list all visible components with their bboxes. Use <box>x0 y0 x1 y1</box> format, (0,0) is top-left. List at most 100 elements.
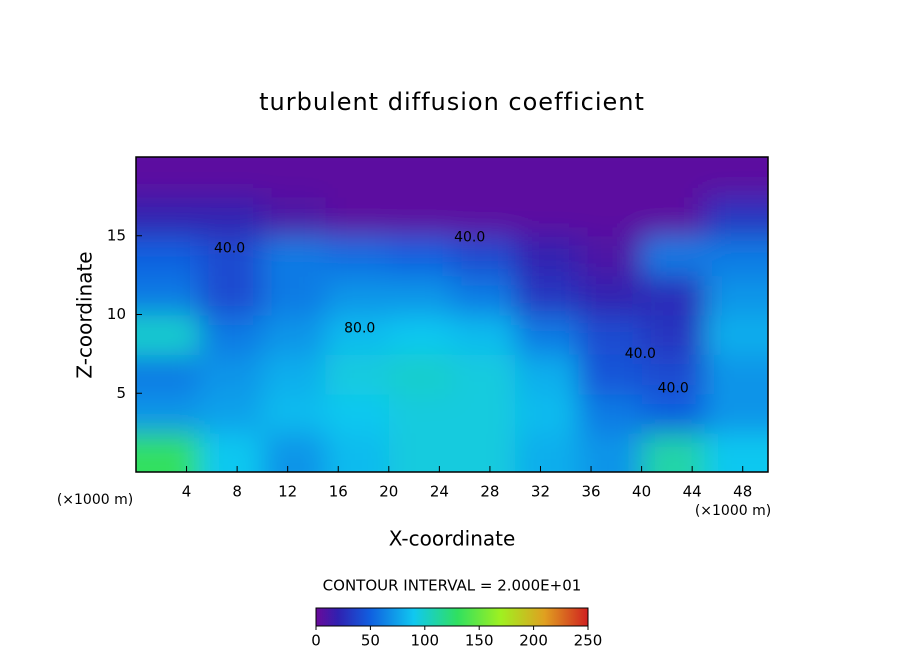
field-cell <box>325 353 390 395</box>
x-tick-label: 40 <box>632 483 651 501</box>
field-cell <box>515 157 580 198</box>
x-tick-label: 24 <box>430 483 449 501</box>
field-cell <box>262 314 327 355</box>
field-cell <box>704 196 768 237</box>
x-tick-label: 20 <box>379 483 398 501</box>
field-cell <box>515 314 580 355</box>
x-tick-label: 8 <box>232 483 242 501</box>
field-cell <box>325 275 390 316</box>
colorbar-tick-label: 200 <box>519 632 548 650</box>
field-cell <box>388 157 453 198</box>
field-cell <box>515 196 580 237</box>
field-cell <box>388 275 453 316</box>
field <box>136 157 768 472</box>
contour-label: 80.0 <box>344 321 375 337</box>
field-cell <box>452 275 517 316</box>
colorbar-tick-label: 100 <box>410 632 439 650</box>
x-tick-label: 4 <box>182 483 192 501</box>
field-cell <box>262 196 327 237</box>
y-tick-label: 5 <box>116 384 126 402</box>
x-tick-label: 48 <box>733 483 752 501</box>
field-cell <box>515 275 580 316</box>
field-cell <box>262 393 327 434</box>
x-tick-label: 28 <box>480 483 499 501</box>
field-cell <box>452 393 517 434</box>
colorbar <box>315 607 589 627</box>
field-cell <box>262 432 327 472</box>
field-cell <box>452 235 517 277</box>
field-cell <box>199 393 264 434</box>
field-cell <box>704 275 768 316</box>
field-cell <box>136 353 201 395</box>
field-cell <box>704 235 768 277</box>
y-axis-label: Z-coordinate <box>73 251 97 378</box>
field-cell <box>641 275 706 316</box>
field-cell <box>262 235 327 277</box>
field-cell <box>641 196 706 237</box>
x-tick-label: 36 <box>581 483 600 501</box>
field-cell <box>199 157 264 198</box>
field-cell <box>199 353 264 395</box>
x-tick-label: 32 <box>531 483 550 501</box>
contour-label: 40.0 <box>454 229 485 245</box>
field-cells <box>136 157 768 472</box>
contour-label: 40.0 <box>625 346 656 362</box>
x-tick-label: 16 <box>329 483 348 501</box>
colorbar-tick-label: 0 <box>311 632 321 650</box>
field-cell <box>704 353 768 395</box>
x-axis-label: X-coordinate <box>389 527 516 551</box>
y-tick-label: 15 <box>107 226 126 244</box>
field-cell <box>578 275 643 316</box>
field-cell <box>641 314 706 355</box>
field-cell <box>704 393 768 434</box>
field-cell <box>704 314 768 355</box>
field-cell <box>578 235 643 277</box>
field-cell <box>452 314 517 355</box>
field-cell <box>325 314 390 355</box>
field-cell <box>325 393 390 434</box>
field-cell <box>136 275 201 316</box>
field-cell <box>388 393 453 434</box>
x-tick-label: 44 <box>683 483 702 501</box>
field-cell <box>452 196 517 237</box>
field-cell <box>136 235 201 277</box>
field-cell <box>704 157 768 198</box>
field-cell <box>325 196 390 237</box>
field-cell <box>136 432 201 472</box>
field-cell <box>388 235 453 277</box>
field-cell <box>136 157 201 198</box>
field-cell <box>641 353 706 395</box>
field-cell <box>578 314 643 355</box>
field-cell <box>136 196 201 237</box>
field-cell <box>199 275 264 316</box>
field-cell <box>136 314 201 355</box>
field-cell <box>704 432 768 472</box>
x-unit-label: (×1000 m) <box>695 503 771 519</box>
chart-title: turbulent diffusion coefficient <box>259 88 645 116</box>
field-cell <box>199 314 264 355</box>
field-cell <box>641 432 706 472</box>
y-tick-label: 10 <box>107 305 126 323</box>
field-cell <box>515 393 580 434</box>
colorbar-tick-label: 50 <box>361 632 380 650</box>
colorbar-tick-label: 250 <box>574 632 603 650</box>
colorbar-tick-label: 150 <box>465 632 494 650</box>
field-cell <box>136 393 201 434</box>
field-cell <box>262 157 327 198</box>
field-cell <box>452 432 517 472</box>
field-cell <box>578 157 643 198</box>
field-cell <box>388 432 453 472</box>
contour-labels: 40.0 80.0 40.0 40.0 40.0 <box>214 229 689 396</box>
x-tick-label: 12 <box>278 483 297 501</box>
field-cell <box>641 235 706 277</box>
field-cell <box>262 353 327 395</box>
field-cell <box>578 196 643 237</box>
field-cell <box>515 432 580 472</box>
contour-label: 40.0 <box>214 240 245 256</box>
field-cell <box>452 353 517 395</box>
field-cell <box>199 235 264 277</box>
field-cell <box>388 314 453 355</box>
field-cell <box>578 353 643 395</box>
field-cell <box>325 235 390 277</box>
